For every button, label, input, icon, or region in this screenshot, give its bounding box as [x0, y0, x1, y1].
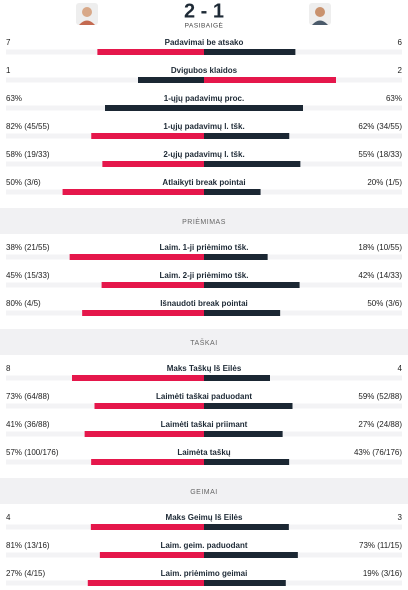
stat-label: Maks Taškų Iš Eilės: [167, 364, 242, 373]
stat-label: Laimėta taškų: [177, 448, 230, 457]
left-bar: [62, 189, 205, 195]
left-value: 81% (13/16): [6, 541, 50, 550]
left-value: 50% (3/6): [6, 178, 41, 187]
left-value: 45% (15/33): [6, 271, 50, 280]
right-value: 19% (3/16): [363, 569, 402, 578]
right-bar: [204, 282, 300, 288]
stat-label: Dvigubos klaidos: [171, 66, 238, 75]
right-value: 50% (3/6): [367, 299, 402, 308]
stat-label: Laimėti taškai priimant: [161, 420, 248, 429]
right-bar: [204, 133, 290, 139]
right-value: 3: [398, 513, 403, 522]
left-value: 73% (64/88): [6, 392, 50, 401]
right-value: 18% (10/55): [358, 243, 402, 252]
stat-label: 1-ųjų padavimų l. tšk.: [163, 122, 244, 131]
left-value: 63%: [6, 94, 22, 103]
stat-label: 1-ųjų padavimų proc.: [164, 94, 244, 103]
stat-label: Laim. 1-ji priėmimo tšk.: [160, 243, 249, 252]
left-bar: [105, 105, 204, 111]
left-bar: [82, 310, 204, 316]
left-value: 27% (4/15): [6, 569, 45, 578]
stat-label: Laim. geim. paduodant: [160, 541, 247, 550]
left-value: 57% (100/176): [6, 448, 59, 457]
right-value: 4: [398, 364, 403, 373]
left-value: 4: [6, 513, 11, 522]
stat-label: Laim. 2-ji priėmimo tšk.: [160, 271, 249, 280]
left-bar: [138, 77, 204, 83]
score: 2 - 1: [184, 0, 224, 22]
right-bar: [204, 49, 296, 55]
right-bar: [204, 580, 286, 586]
left-value: 1: [6, 66, 11, 75]
left-value: 7: [6, 38, 11, 47]
section-title: PRIĖMIMAS: [182, 217, 226, 226]
match-status: PASIBAIGĖ: [185, 21, 224, 30]
player-right-avatar: [309, 3, 331, 25]
right-value: 62% (34/55): [358, 122, 402, 131]
left-bar: [90, 524, 204, 530]
left-bar: [69, 254, 205, 260]
right-bar: [204, 105, 303, 111]
right-bar: [204, 459, 290, 465]
left-bar: [99, 552, 204, 558]
right-bar: [204, 161, 301, 167]
left-value: 8: [6, 364, 11, 373]
right-bar: [204, 254, 268, 260]
right-value: 27% (24/88): [358, 420, 402, 429]
left-bar: [91, 459, 204, 465]
right-value: 42% (14/33): [358, 271, 402, 280]
section-title: GEIMAI: [190, 489, 218, 496]
left-value: 80% (4/5): [6, 299, 41, 308]
right-bar: [204, 77, 336, 83]
left-value: 41% (36/88): [6, 420, 50, 429]
left-bar: [94, 403, 204, 409]
left-bar: [84, 431, 204, 437]
stat-label: Laimėti taškai paduodant: [156, 392, 252, 401]
stat-label: 2-ųjų padavimų l. tšk.: [163, 150, 244, 159]
stat-label: Padavimai be atsako: [165, 38, 244, 47]
player-left-avatar: [76, 3, 98, 25]
left-bar: [72, 375, 204, 381]
section-band: [0, 478, 408, 504]
right-bar: [204, 375, 270, 381]
right-bar: [204, 310, 281, 316]
stat-label: Išnaudoti break pointai: [160, 299, 248, 308]
stat-label: Laim. priėmimo geimai: [161, 569, 248, 578]
left-bar: [87, 580, 204, 586]
right-value: 20% (1/5): [367, 178, 402, 187]
right-bar: [204, 189, 261, 195]
right-value: 63%: [386, 94, 402, 103]
right-value: 59% (52/88): [358, 392, 402, 401]
left-bar: [97, 49, 204, 55]
right-value: 43% (76/176): [354, 448, 402, 457]
left-value: 58% (19/33): [6, 150, 50, 159]
right-value: 6: [398, 38, 403, 47]
left-bar: [91, 133, 204, 139]
right-value: 73% (11/15): [359, 541, 402, 550]
section-title: TAŠKAI: [190, 338, 217, 347]
stat-label: Maks Geimų Iš Eilės: [166, 513, 243, 522]
right-value: 2: [398, 66, 403, 75]
stat-label: Atlaikyti break pointai: [162, 178, 245, 187]
right-bar: [204, 552, 298, 558]
right-bar: [204, 524, 289, 530]
right-bar: [204, 431, 283, 437]
right-value: 55% (18/33): [358, 150, 402, 159]
left-bar: [101, 282, 204, 288]
left-value: 38% (21/55): [6, 243, 50, 252]
left-value: 82% (45/55): [6, 122, 50, 131]
right-bar: [204, 403, 293, 409]
section-band: [0, 329, 408, 355]
left-bar: [102, 161, 204, 167]
section-band: [0, 208, 408, 234]
